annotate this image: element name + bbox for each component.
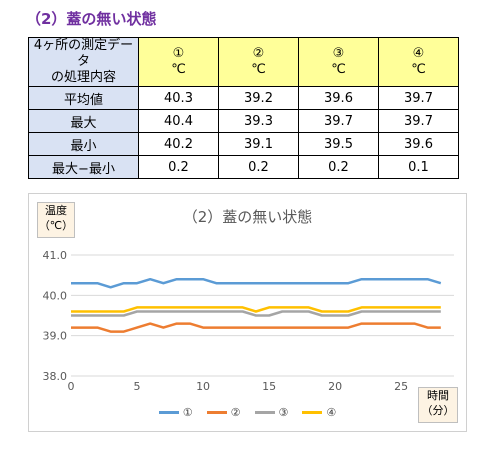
row-label-average: 平均値: [28, 86, 139, 110]
table-row: 最大−最小 0.2 0.2 0.2 0.1: [28, 155, 459, 179]
row-label-max: 最大: [28, 109, 139, 133]
legend-label: ①: [182, 406, 193, 419]
legend-swatch: [254, 411, 275, 414]
table-cell: 39.7: [298, 109, 379, 133]
table-row: 平均値 40.3 39.2 39.6 39.7: [28, 86, 459, 110]
x-axis-label-line-1: 時間: [427, 389, 449, 402]
x-axis-label: 時間 （分）: [418, 387, 458, 423]
page-heading: （2）蓋の無い状態: [26, 10, 157, 28]
column-number: ④: [412, 46, 425, 61]
legend-label: ④: [326, 406, 337, 419]
table-row: 最大 40.4 39.3 39.7 39.7: [28, 109, 459, 133]
x-tick-label: 10: [196, 380, 210, 393]
series-line-4: [71, 306, 441, 313]
x-tick-label: 0: [68, 380, 75, 393]
legend-item-4: ④: [302, 406, 336, 419]
column-number: ①: [172, 46, 185, 61]
legend-swatch: [302, 411, 323, 414]
series-line-3: [71, 310, 441, 317]
column-unit: ℃: [251, 62, 266, 77]
column-header-2: ② ℃: [218, 37, 299, 87]
y-tick-label: 41.0: [43, 249, 68, 262]
table-cell: 40.4: [138, 109, 219, 133]
row-label-range: 最大−最小: [28, 155, 139, 179]
x-tick-label: 15: [262, 380, 276, 393]
x-axis-label-line-2: （分）: [421, 404, 455, 417]
column-number: ③: [332, 46, 345, 61]
y-tick-label: 39.0: [43, 330, 68, 343]
chart-plot-area: 41.0 40.0 39.0 38.00 5 10 15 20 25: [43, 249, 454, 393]
legend-swatch: [158, 411, 179, 414]
y-tick-label: 40.0: [43, 289, 68, 302]
table-cell: 39.1: [218, 132, 299, 156]
chart-title: （2）蓋の無い状態: [182, 208, 313, 226]
column-header-3: ③ ℃: [298, 37, 379, 87]
column-unit: ℃: [331, 62, 346, 77]
legend-swatch: [206, 411, 227, 414]
chart-legend: ① ② ③ ④: [29, 406, 466, 419]
column-unit: ℃: [411, 62, 426, 77]
table-cell: 40.3: [138, 86, 219, 110]
table-cell: 39.5: [298, 132, 379, 156]
legend-item-1: ①: [158, 406, 193, 419]
table-cell: 39.6: [298, 86, 379, 110]
y-axis-label: 温度 （℃）: [37, 202, 75, 238]
table-cell: 0.2: [298, 155, 379, 179]
y-axis-label-line-2: （℃）: [38, 219, 74, 232]
column-header-1: ① ℃: [138, 37, 219, 87]
table-corner-header: 4ヶ所の測定データ の処理内容: [28, 37, 139, 87]
y-axis-label-line-1: 温度: [45, 204, 67, 217]
table-cell: 39.2: [218, 86, 299, 110]
series-line-1: [71, 277, 442, 289]
legend-label: ③: [278, 406, 289, 419]
corner-line-2: の処理内容: [50, 70, 116, 85]
column-header-4: ④ ℃: [378, 37, 459, 87]
column-number: ②: [252, 46, 265, 61]
row-label-min: 最小: [28, 132, 139, 156]
column-unit: ℃: [171, 62, 186, 77]
table-cell: 0.1: [378, 155, 459, 179]
legend-item-3: ③: [254, 406, 289, 419]
table-header-row: 4ヶ所の測定データ の処理内容 ① ℃ ② ℃ ③ ℃ ④ ℃: [28, 37, 459, 87]
x-tick-label: 5: [134, 380, 141, 393]
table-cell: 39.6: [378, 132, 459, 156]
table-row: 最小 40.2 39.1 39.5 39.6: [28, 132, 459, 156]
legend-item-2: ②: [206, 406, 241, 419]
table-cell: 40.2: [138, 132, 219, 156]
measurement-table: 4ヶ所の測定データ の処理内容 ① ℃ ② ℃ ③ ℃ ④ ℃ 平均値 40.3 39.…: [28, 37, 459, 179]
x-tick-label: 25: [394, 380, 408, 393]
corner-line-1: 4ヶ所の測定データ: [33, 38, 134, 69]
table-cell: 39.7: [378, 109, 459, 133]
y-tick-label: 38.0: [43, 370, 68, 383]
legend-label: ②: [230, 406, 241, 419]
series-line-2: [71, 322, 441, 333]
table-cell: 39.7: [378, 86, 459, 110]
table-cell: 39.3: [218, 109, 299, 133]
x-tick-label: 20: [328, 380, 342, 393]
table-cell: 0.2: [218, 155, 299, 179]
table-cell: 0.2: [138, 155, 219, 179]
line-chart: 41.0 40.0 39.0 38.0 0 5 10 15 20 25 （2）蓋の無い状態 温度 …: [28, 193, 467, 432]
